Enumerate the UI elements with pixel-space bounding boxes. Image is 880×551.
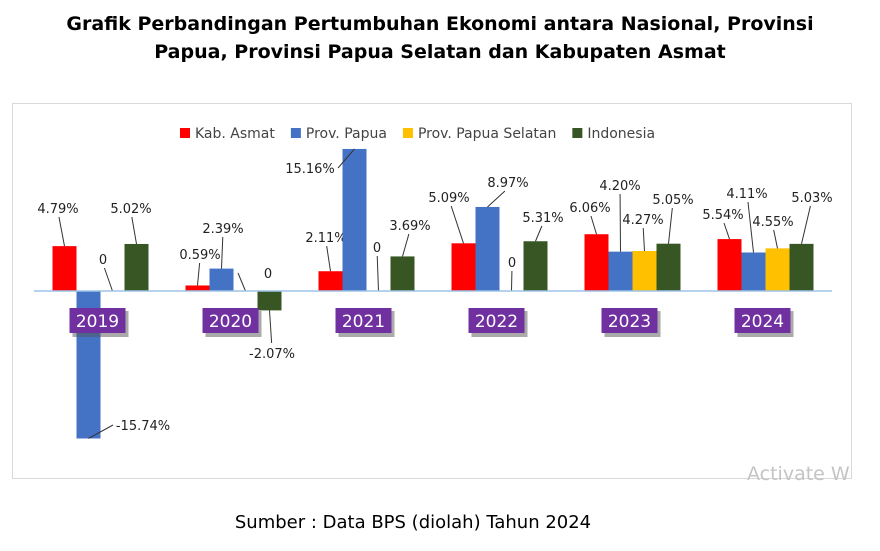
data-label: -2.07% — [249, 347, 295, 362]
leader-line — [221, 236, 224, 269]
data-label: 5.05% — [652, 193, 693, 208]
leader-line — [269, 310, 273, 344]
bar-kab-asmat-2022 — [451, 243, 476, 291]
leader-line — [131, 216, 137, 245]
data-label: -15.74% — [116, 419, 170, 434]
bar-kab-asmat-2021 — [318, 271, 343, 291]
leader-line — [337, 148, 355, 169]
leader-line — [642, 227, 645, 252]
data-label: 3.69% — [389, 219, 430, 234]
bar-indonesia-2021 — [390, 256, 415, 291]
leader-line — [801, 205, 811, 244]
data-label: 5.09% — [428, 191, 469, 206]
year-label-box — [335, 308, 392, 333]
data-label: 15.16% — [285, 162, 335, 177]
bar-indonesia-2024 — [789, 243, 814, 291]
bar-prov-papua-2023 — [608, 251, 633, 291]
leader-line — [668, 207, 673, 244]
data-label: 5.31% — [522, 211, 563, 226]
leader-line — [773, 229, 778, 249]
leader-line — [487, 190, 506, 208]
x-tick-label: 2019 — [76, 312, 119, 332]
legend-swatch — [180, 128, 190, 138]
x-tick-label: 2023 — [608, 312, 651, 332]
legend-swatch — [402, 128, 413, 138]
chart-title: Grafik Perbandingan Pertumbuhan Ekonomi … — [0, 10, 880, 66]
year-label-box — [202, 308, 259, 333]
data-label: 6.06% — [569, 201, 610, 216]
bar-kab-asmat-2023 — [584, 234, 609, 291]
leader-line — [590, 215, 597, 235]
data-label: 5.03% — [791, 191, 832, 206]
legend-swatch — [572, 128, 583, 138]
x-tick-label: 2024 — [741, 312, 784, 332]
legend-swatch — [290, 128, 301, 138]
source-note: Sumber : Data BPS (diolah) Tahun 2024 — [234, 512, 592, 533]
year-label-box — [734, 308, 791, 333]
chart-frame — [12, 103, 852, 479]
leader-line — [88, 424, 114, 439]
data-label: 5.54% — [702, 208, 743, 223]
bar-indonesia-2022 — [523, 241, 548, 291]
leader-line — [450, 205, 464, 244]
data-label: 0 — [99, 253, 107, 268]
bar-prov-papua-2024 — [741, 252, 766, 291]
bar-indonesia-2023 — [656, 243, 681, 291]
bar-kab-asmat-2020 — [185, 285, 210, 291]
data-label: 4.27% — [622, 213, 663, 228]
data-label: 4.79% — [37, 202, 78, 217]
x-tick-label: 2020 — [209, 312, 252, 332]
leader-line — [376, 255, 379, 292]
legend-label: Prov. Papua Selatan — [418, 126, 556, 142]
data-label: 2.39% — [202, 222, 243, 237]
data-label: 2.11% — [305, 231, 346, 246]
data-label: 4.20% — [599, 179, 640, 194]
leader-line — [402, 233, 410, 257]
activation-watermark: Activate W — [747, 463, 850, 485]
leader-line — [197, 262, 201, 286]
bar-prov-papua-selatan-2024 — [765, 248, 790, 291]
bar-kab-asmat-2019 — [52, 246, 77, 291]
bar-prov-papua-2022 — [475, 206, 500, 291]
data-label: 0.59% — [179, 248, 220, 263]
bar-prov-papua-2021 — [342, 148, 367, 291]
legend-label: Kab. Asmat — [195, 126, 275, 142]
year-label-box — [468, 308, 525, 333]
data-label: 5.02% — [110, 202, 151, 217]
bar-indonesia-2019 — [124, 243, 149, 291]
data-label: 4.55% — [752, 215, 793, 230]
leader-line — [103, 267, 113, 292]
x-tick-label: 2022 — [475, 312, 518, 332]
bar-kab-asmat-2024 — [717, 239, 742, 291]
data-label: 0 — [373, 241, 381, 256]
data-label: 4.11% — [726, 187, 767, 202]
year-label-box — [601, 308, 658, 333]
legend-label: Indonesia — [587, 126, 655, 142]
data-label: 0 — [508, 256, 516, 271]
chart-title-line-2: Papua, Provinsi Papua Selatan dan Kabupa… — [154, 41, 726, 63]
bar-prov-papua-2020 — [209, 268, 234, 291]
legend-label: Prov. Papua — [306, 126, 387, 142]
data-label: 0 — [264, 267, 272, 282]
leader-line — [747, 201, 754, 253]
bar-prov-papua-selatan-2023 — [632, 250, 657, 291]
x-tick-label: 2021 — [342, 312, 385, 332]
chart-title-line-1: Grafik Perbandingan Pertumbuhan Ekonomi … — [66, 13, 814, 35]
leader-line — [58, 216, 65, 247]
leader-line — [723, 222, 730, 240]
leader-line — [237, 272, 246, 292]
year-label-box — [69, 308, 126, 333]
bar-indonesia-2020 — [257, 291, 282, 311]
leader-line — [535, 225, 543, 242]
data-label: 8.97% — [487, 176, 528, 191]
leader-line — [326, 245, 331, 272]
